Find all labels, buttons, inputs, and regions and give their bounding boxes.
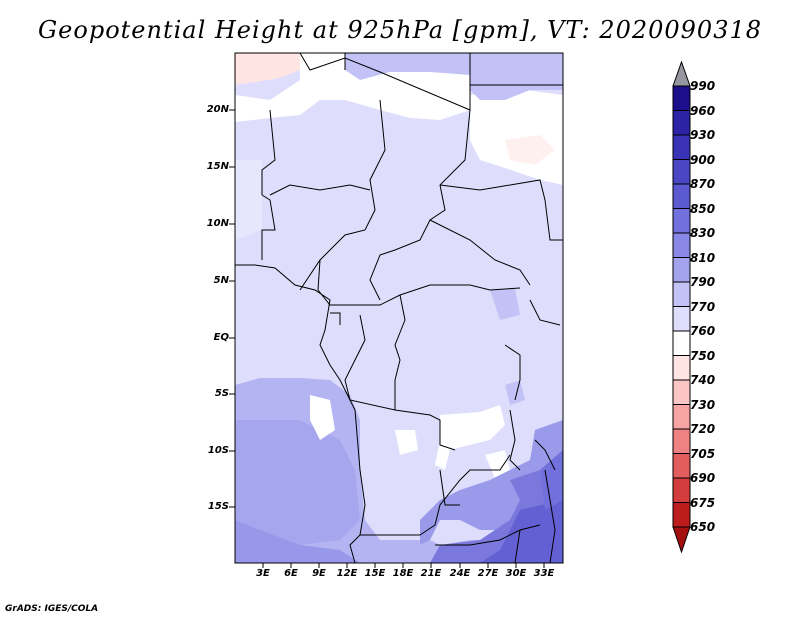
lon-label: 27E [477,568,499,579]
colorbar-label: 760 [690,324,716,338]
colorbar-label: 730 [690,398,716,412]
colorbar-label: 740 [690,373,716,387]
lon-label: 33E [533,568,555,579]
lon-ticks [262,563,545,568]
lon-label: 15E [364,568,386,579]
colorbar-label: 900 [690,153,716,167]
map-title: Geopotential Height at 925hPa [gpm], VT:… [38,16,762,44]
colorbar-label: 870 [690,177,716,191]
boundaries [235,52,563,564]
lon-label: 30E [505,568,527,579]
lon-label: 18E [392,568,414,579]
lat-label: 15S [207,501,229,512]
lon-label: 24E [449,568,471,579]
colorbar-label: 810 [690,251,716,265]
colorbar-label: 690 [690,471,716,485]
height-field [235,53,563,563]
lat-label: 10S [207,445,229,456]
credit-text: GrADS: IGES/COLA [5,604,99,614]
lat-label: 15N [206,161,229,172]
colorbar-label: 750 [690,349,716,363]
colorbar-label: 850 [690,202,716,216]
map-frame [234,52,564,564]
lon-label: 21E [420,568,442,579]
lat-label: 20N [206,104,229,115]
colorbar-label: 675 [690,496,716,510]
colorbar-label: 705 [690,447,716,461]
lon-label: 12E [336,568,358,579]
colorbar-label: 790 [690,275,716,289]
lat-label: EQ [213,332,229,343]
lat-label: 5S [214,388,229,399]
colorbar [672,60,691,554]
colorbar-label: 830 [690,226,716,240]
lon-label: 6E [284,568,298,579]
lon-label: 9E [312,568,326,579]
lat-ticks [229,109,235,508]
colorbar-label: 960 [690,104,716,118]
colorbar-label: 720 [690,422,716,436]
lon-label: 3E [256,568,270,579]
colorbar-label: 770 [690,300,716,314]
colorbar-bottom-arrow [672,526,691,554]
colorbar-label: 990 [690,79,716,93]
lat-label: 10N [206,218,229,229]
lat-label: 5N [213,275,229,286]
colorbar-label: 650 [690,520,716,534]
colorbar-top-arrow [672,60,691,87]
colorbar-label: 930 [690,128,716,142]
